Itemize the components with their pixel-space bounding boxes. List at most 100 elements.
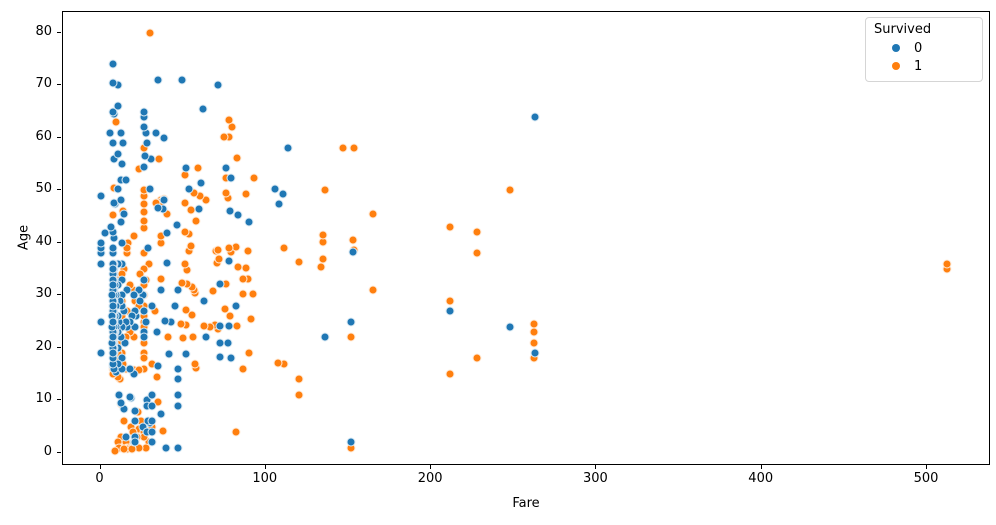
data-point-survived-0: [118, 138, 128, 148]
data-point-survived-0: [530, 112, 540, 122]
data-point-survived-0: [274, 199, 284, 209]
data-point-survived-1: [445, 296, 455, 306]
data-point-survived-0: [156, 409, 166, 419]
data-point-survived-1: [318, 230, 328, 240]
legend-marker-survived-0-icon: [892, 44, 900, 52]
x-tick-label: 500: [913, 471, 939, 486]
data-point-survived-0: [160, 316, 170, 326]
data-point-survived-0: [173, 374, 183, 384]
data-point-survived-1: [238, 364, 248, 374]
data-point-survived-0: [172, 220, 182, 230]
data-point-survived-1: [529, 338, 539, 348]
data-point-survived-1: [238, 274, 248, 284]
data-point-survived-0: [221, 163, 231, 173]
data-point-survived-1: [152, 372, 162, 382]
data-point-survived-1: [186, 241, 196, 251]
data-point-survived-0: [147, 301, 157, 311]
data-point-survived-1: [368, 285, 378, 295]
data-point-survived-0: [346, 437, 356, 447]
data-point-survived-1: [221, 188, 231, 198]
data-point-survived-1: [129, 231, 139, 241]
data-point-survived-0: [346, 317, 356, 327]
legend-label-survived-1: 1: [914, 58, 923, 74]
data-point-survived-0: [147, 427, 157, 437]
data-point-survived-0: [147, 416, 157, 426]
data-point-survived-1: [178, 333, 188, 343]
data-point-survived-0: [173, 364, 183, 374]
y-tick-label: 40: [35, 233, 52, 249]
data-point-survived-0: [184, 184, 194, 194]
legend: Survived 0 1: [865, 17, 983, 82]
data-point-survived-0: [108, 59, 118, 69]
data-point-survived-0: [139, 332, 148, 342]
data-point-survived-0: [143, 243, 153, 253]
data-point-survived-1: [318, 254, 328, 264]
data-point-survived-1: [188, 332, 198, 342]
data-point-survived-0: [215, 321, 225, 331]
data-point-survived-1: [232, 321, 242, 331]
data-point-survived-0: [213, 80, 223, 90]
data-point-survived-0: [231, 301, 241, 311]
data-point-survived-1: [180, 198, 190, 208]
data-point-survived-1: [320, 185, 330, 195]
data-point-survived-0: [125, 392, 135, 402]
data-point-survived-0: [139, 275, 148, 285]
data-point-survived-0: [141, 317, 151, 327]
data-point-survived-1: [193, 163, 203, 173]
x-tick: [760, 465, 762, 469]
x-tick: [595, 465, 597, 469]
data-point-survived-0: [121, 432, 131, 442]
data-point-survived-1: [180, 259, 190, 269]
data-point-survived-1: [191, 216, 201, 226]
data-point-survived-0: [224, 321, 234, 331]
data-point-survived-1: [122, 243, 132, 253]
data-point-survived-0: [226, 173, 236, 183]
data-point-survived-0: [147, 437, 157, 447]
data-point-survived-1: [176, 319, 186, 329]
x-tick: [99, 465, 101, 469]
data-point-survived-0: [96, 259, 106, 269]
x-axis-label: Fare: [512, 496, 540, 511]
data-point-survived-0: [142, 138, 152, 148]
data-point-survived-0: [199, 296, 209, 306]
data-point-survived-1: [472, 248, 482, 258]
data-point-survived-0: [108, 138, 117, 148]
data-point-survived-1: [224, 243, 234, 253]
data-point-survived-1: [224, 115, 234, 125]
y-tick-label: 30: [35, 286, 52, 302]
data-point-survived-0: [107, 290, 117, 300]
data-point-survived-0: [96, 317, 106, 327]
data-point-survived-0: [170, 301, 180, 311]
data-point-survived-0: [173, 443, 183, 453]
data-point-survived-1: [156, 274, 166, 284]
data-point-survived-1: [139, 353, 148, 363]
x-tick: [926, 465, 928, 469]
data-point-survived-0: [140, 151, 150, 161]
y-tick: [57, 84, 61, 86]
data-point-survived-0: [145, 184, 155, 194]
data-point-survived-1: [214, 254, 224, 264]
data-point-survived-0: [139, 107, 149, 117]
data-point-survived-0: [108, 78, 118, 88]
data-point-survived-1: [445, 222, 455, 232]
x-tick: [264, 465, 266, 469]
data-point-survived-0: [116, 128, 126, 138]
data-point-survived-1: [177, 278, 187, 288]
data-point-survived-0: [113, 149, 123, 159]
y-tick: [57, 31, 61, 33]
data-point-survived-0: [113, 101, 123, 111]
data-point-survived-0: [161, 443, 171, 453]
data-point-survived-0: [530, 348, 540, 358]
data-point-survived-1: [294, 257, 304, 267]
y-tick: [57, 346, 61, 348]
data-point-survived-1: [368, 209, 378, 219]
data-point-survived-0: [108, 317, 117, 327]
data-point-survived-0: [147, 390, 157, 400]
data-point-survived-0: [162, 258, 172, 268]
data-point-survived-1: [225, 311, 235, 321]
data-point-survived-0: [108, 301, 117, 311]
y-tick-label: 20: [35, 338, 52, 354]
data-point-survived-1: [119, 444, 129, 454]
data-point-survived-0: [244, 217, 254, 227]
